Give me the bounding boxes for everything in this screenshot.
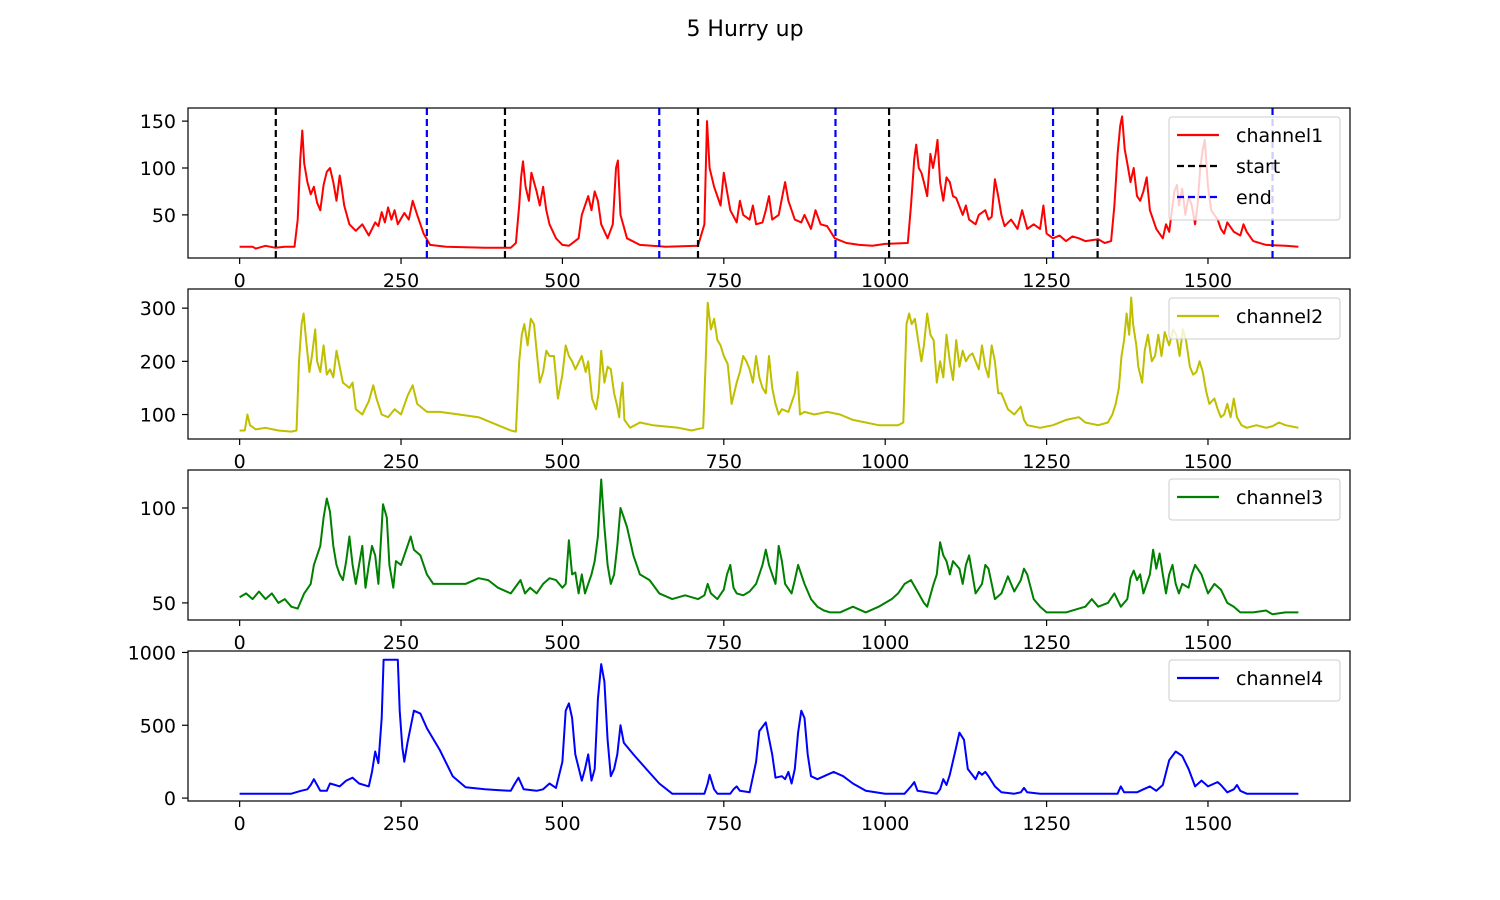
axes-frame: [187, 650, 1351, 802]
x-tick-label: 500: [544, 632, 580, 654]
x-tick-label: 750: [706, 451, 742, 473]
legend-box: [1168, 478, 1341, 521]
x-tick-label: 1250: [1022, 270, 1070, 292]
y-tick-label: 100: [140, 405, 176, 427]
x-tick-label: 1000: [861, 813, 909, 835]
x-tick-label: 500: [544, 270, 580, 292]
y-tick-label: 0: [164, 788, 176, 810]
legend-label-channel2: channel2: [1236, 306, 1323, 328]
legend: channel4: [1168, 659, 1341, 702]
x-tick-label: 250: [383, 451, 419, 473]
x-tick-label: 750: [706, 632, 742, 654]
y-tick-label: 1000: [128, 642, 176, 664]
y-tick-label: 200: [140, 351, 176, 373]
x-tick-label: 1500: [1184, 451, 1232, 473]
legend-box: [1168, 116, 1341, 221]
subplot-3: 0 250 500 750 1000 1250 1500 50 100 channel3: [140, 469, 1351, 654]
legend-label-channel3: channel3: [1236, 487, 1323, 509]
channel2-series-line: [239, 296, 1299, 433]
y-tick-label: 100: [140, 498, 176, 520]
subplot-1: 0 250 500 750 1000 1250 1500 50 100 150 channel1 st…: [140, 107, 1351, 292]
y-tick-label: 150: [140, 111, 176, 133]
x-tick-label: 1250: [1022, 632, 1070, 654]
x-tick-label: 500: [544, 813, 580, 835]
axes-frame: [187, 288, 1351, 440]
legend: channel1 start end: [1168, 116, 1341, 221]
plot-area: [239, 478, 1299, 616]
legend: channel3: [1168, 478, 1341, 521]
subplot-2: 0 250 500 750 1000 1250 1500 100 200 300 channel2: [140, 288, 1351, 473]
subplot-4: 0 250 500 750 1000 1250 1500 0 500 1000 channel4: [128, 642, 1351, 835]
x-tick-label: 1500: [1184, 270, 1232, 292]
x-tick-label: 1500: [1184, 632, 1232, 654]
legend-label-channel4: channel4: [1236, 668, 1323, 690]
legend-label-end: end: [1236, 187, 1272, 209]
x-tick-label: 250: [383, 813, 419, 835]
legend-label-start: start: [1236, 156, 1280, 178]
x-tick-label: 1000: [861, 632, 909, 654]
channel3-series-line: [239, 478, 1299, 616]
x-tick-label: 1250: [1022, 813, 1070, 835]
legend-box: [1168, 659, 1341, 702]
figure-title: 5 Hurry up: [686, 17, 803, 42]
x-tick-label: 1500: [1184, 813, 1232, 835]
x-tick-label: 1000: [861, 270, 909, 292]
y-tick-label: 100: [140, 158, 176, 180]
x-tick-label: 750: [706, 813, 742, 835]
x-tick-label: 1250: [1022, 451, 1070, 473]
x-tick-label: 250: [383, 632, 419, 654]
y-tick-label: 50: [152, 205, 176, 227]
x-tick-label: 250: [383, 270, 419, 292]
x-tick-label: 500: [544, 451, 580, 473]
plot-area: [239, 296, 1299, 433]
y-tick-label: 50: [152, 593, 176, 615]
x-tick-label: 0: [234, 813, 246, 835]
axes-frame: [187, 107, 1351, 259]
x-tick-label: 0: [234, 632, 246, 654]
legend-label-channel1: channel1: [1236, 125, 1323, 147]
channel1-series-line: [239, 115, 1299, 250]
y-tick-label: 300: [140, 298, 176, 320]
axes-frame: [187, 469, 1351, 621]
channel4-series-line: [239, 658, 1299, 795]
x-tick-label: 0: [234, 451, 246, 473]
x-tick-label: 0: [234, 270, 246, 292]
x-tick-label: 1000: [861, 451, 909, 473]
legend-box: [1168, 297, 1341, 340]
y-tick-label: 500: [140, 715, 176, 737]
legend: channel2: [1168, 297, 1341, 340]
x-tick-label: 750: [706, 270, 742, 292]
plot-area: [239, 658, 1299, 795]
